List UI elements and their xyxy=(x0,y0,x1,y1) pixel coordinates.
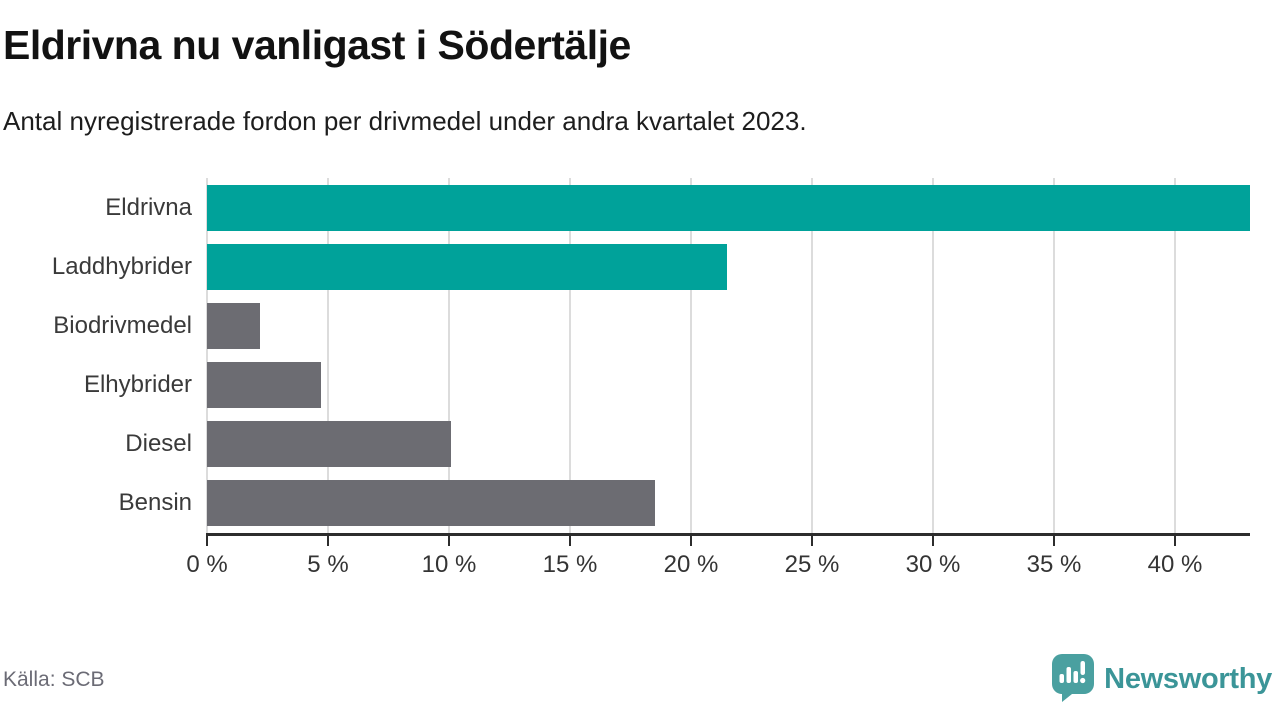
x-axis-tick-35 xyxy=(1052,533,1055,546)
x-axis-tick-40 xyxy=(1173,533,1176,546)
category-label: Laddhybrider xyxy=(51,252,192,280)
x-axis-tick-5 xyxy=(326,533,329,546)
gridline-5 xyxy=(326,178,329,533)
brand: Newsworthy xyxy=(1050,652,1272,707)
x-axis-tick-label-30: 30 % xyxy=(905,551,961,578)
chart-subtitle: Antal nyregistrerade fordon per drivmede… xyxy=(3,106,807,136)
x-axis-tick-label-10: 10 % xyxy=(421,551,477,578)
category-label: Diesel xyxy=(125,430,192,458)
x-axis-tick-label-20: 20 % xyxy=(663,551,719,578)
x-axis-tick-30 xyxy=(931,533,934,546)
x-axis-tick-label-0: 0 % xyxy=(186,551,228,578)
x-axis-tick-label-35: 35 % xyxy=(1026,551,1082,578)
category-label: Bensin xyxy=(118,489,192,517)
x-axis-tick-20 xyxy=(689,533,692,546)
gridline-40 xyxy=(1173,178,1176,533)
x-axis-tick-15 xyxy=(568,533,571,546)
x-axis-tick-10 xyxy=(447,533,450,546)
x-axis-tick-label-15: 15 % xyxy=(542,551,598,578)
plot-area: 0 % 5 % 10 % 15 % 20 % 25 % 30 % 35 % 40 % xyxy=(186,178,1250,578)
category-label: Elhybrider xyxy=(83,371,192,399)
category-label: Eldrivna xyxy=(105,193,192,221)
category-label: Biodrivmedel xyxy=(53,311,192,339)
x-axis-tick-label-5: 5 % xyxy=(307,551,349,578)
x-axis-tick-label-40: 40 % xyxy=(1147,551,1203,578)
source-note: Källa: SCB xyxy=(3,668,105,691)
gridline-0 xyxy=(206,178,208,533)
chart-title: Eldrivna nu vanligast i Södertälje xyxy=(3,22,631,68)
gridline-10 xyxy=(447,178,450,533)
gridline-15 xyxy=(568,178,571,533)
gridline-30 xyxy=(931,178,934,533)
x-axis-tick-label-25: 25 % xyxy=(784,551,840,578)
gridline-35 xyxy=(1052,178,1055,533)
gridline-25 xyxy=(810,178,813,533)
brand-name: Newsworthy xyxy=(1104,663,1272,695)
x-axis-tick-25 xyxy=(810,533,813,546)
gridline-20 xyxy=(689,178,692,533)
x-axis-tick-0 xyxy=(206,533,208,546)
newsworthy-speech-bubble-barchart-icon xyxy=(1050,652,1096,707)
